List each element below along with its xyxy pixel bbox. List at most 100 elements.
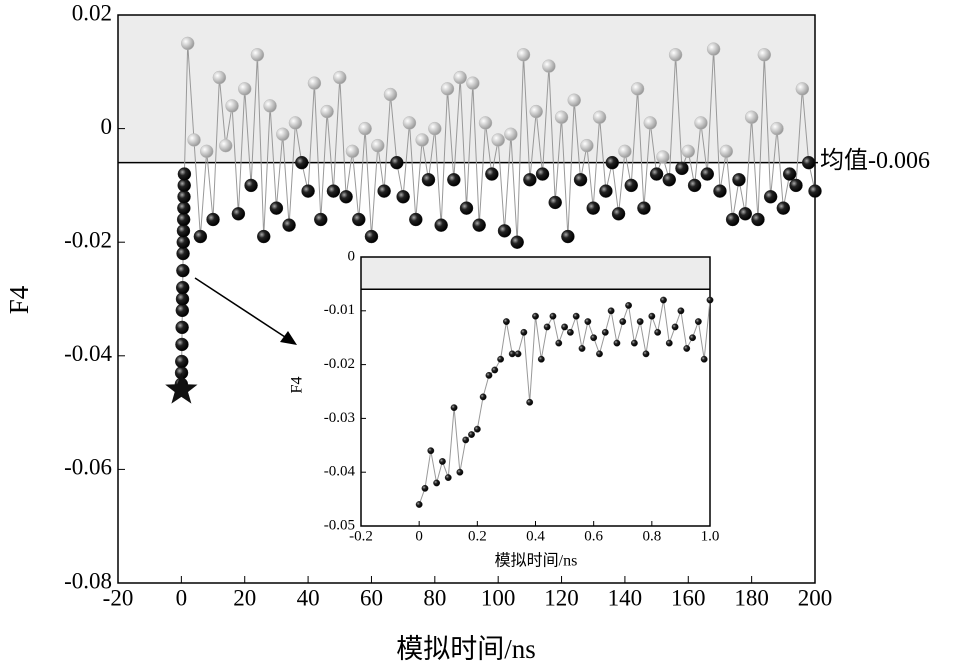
data-point (326, 184, 341, 198)
data-point (175, 303, 190, 318)
data-point (687, 178, 702, 193)
data-point (478, 116, 493, 130)
data-point (345, 144, 360, 159)
data-point (526, 398, 534, 406)
data-point (660, 296, 667, 304)
data-point (176, 263, 190, 278)
data-point (473, 425, 481, 433)
x-tick-label: 0.4 (526, 529, 545, 545)
data-point (390, 155, 404, 170)
data-point (549, 312, 557, 320)
data-point (555, 339, 563, 347)
data-point (624, 178, 638, 193)
data-point (175, 337, 189, 352)
data-point (567, 328, 574, 336)
data-point (537, 355, 545, 363)
data-point (472, 218, 486, 232)
plot-frame (117, 14, 816, 584)
y-tick-label: -0.08 (64, 568, 112, 593)
data-point (339, 190, 353, 204)
data-point (607, 307, 615, 315)
data-point (656, 150, 670, 164)
data-point (586, 201, 600, 215)
data-point (535, 167, 550, 181)
data-point (491, 133, 505, 147)
data-point (250, 48, 265, 62)
data-point (497, 224, 512, 238)
data-point (675, 161, 689, 176)
data-point (444, 474, 452, 481)
mean-label: 均值-0.006 (820, 147, 930, 174)
arrow-head (280, 331, 297, 345)
data-point (231, 207, 246, 221)
data-point (257, 229, 271, 244)
arrow (194, 277, 286, 338)
data-point (567, 93, 581, 107)
x-axis-label: 模拟时间/ns (495, 552, 578, 570)
data-point (177, 190, 191, 204)
data-point (497, 355, 504, 363)
x-tick-label: 40 (297, 586, 320, 611)
data-point (314, 212, 328, 227)
data-point (573, 173, 588, 187)
x-tick-label: 0 (415, 529, 423, 545)
star-marker (165, 372, 198, 404)
data-point (177, 201, 191, 215)
y-axis-label: F4 (289, 377, 306, 394)
data-point (295, 155, 309, 170)
data-point (520, 328, 528, 336)
y-tick-label: 0 (348, 248, 356, 264)
data-point (175, 320, 189, 335)
data-point (238, 82, 252, 96)
data-point (176, 212, 191, 227)
data-point (175, 354, 189, 369)
x-tick-label: 120 (544, 586, 579, 611)
y-tick-label: -0.06 (64, 455, 112, 480)
data-point (219, 138, 233, 153)
data-point (529, 104, 543, 119)
data-point (503, 318, 510, 325)
data-point (466, 76, 480, 90)
x-tick-label: 100 (481, 586, 516, 611)
data-point (671, 323, 679, 331)
data-point (599, 184, 613, 198)
data-point (636, 318, 644, 325)
data-point (637, 201, 651, 215)
data-point (548, 195, 562, 210)
data-point (757, 48, 772, 62)
data-point (580, 138, 594, 153)
data-point (532, 312, 539, 320)
data-point (694, 116, 708, 130)
data-point (763, 190, 778, 204)
data-point (415, 501, 423, 508)
x-tick-label: 0.8 (642, 529, 661, 545)
data-point (421, 173, 436, 187)
data-point (542, 59, 556, 73)
data-point (572, 312, 580, 320)
y-tick-label: -0.05 (324, 517, 355, 533)
data-point (683, 345, 691, 352)
data-point (276, 127, 290, 141)
x-tick-label: 0 (176, 586, 188, 611)
data-point (578, 345, 586, 352)
data-point (200, 144, 214, 159)
data-point (383, 87, 398, 102)
data-point (605, 155, 619, 170)
data-point (427, 447, 435, 455)
data-point (320, 104, 334, 119)
data-point (738, 207, 752, 221)
data-point (523, 173, 537, 187)
data-point (485, 371, 493, 379)
data-point (543, 323, 551, 331)
data-point (706, 42, 721, 56)
inset-plot: -0.2 0 0.2 0.4 0.6 0.8 1.0 -0.05 -0.04 -0.03 -0.02… (289, 248, 720, 569)
data-point (601, 328, 609, 336)
data-point (180, 36, 195, 51)
data-point (706, 296, 714, 304)
data-point (677, 307, 685, 315)
x-tick-label: 0.6 (584, 529, 603, 545)
data-point (770, 121, 784, 136)
y-tick-label: -0.04 (64, 341, 112, 366)
data-point (288, 116, 303, 130)
